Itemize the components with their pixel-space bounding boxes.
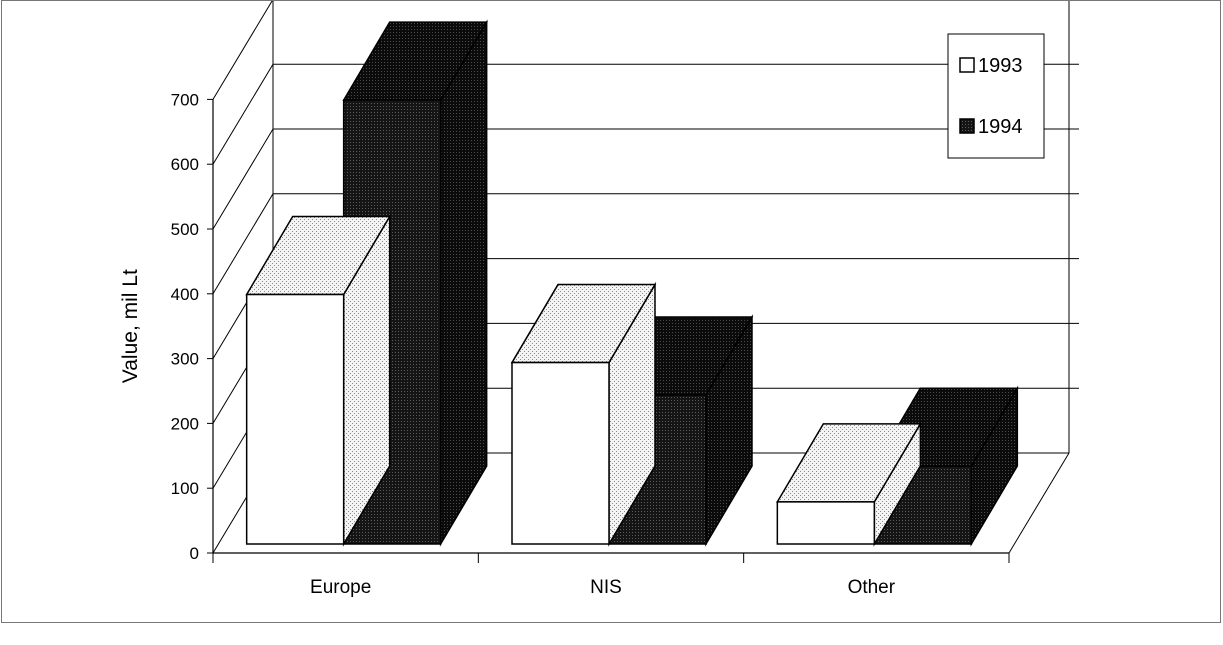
axes [207, 98, 1010, 563]
legend-label-1993: 1993 [978, 55, 1023, 77]
bars [245, 19, 1019, 547]
y-tick-label: 0 [190, 544, 199, 563]
y-tick-label: 500 [171, 220, 199, 239]
y-tick-label: 400 [171, 285, 199, 304]
y-tick-label: 600 [171, 155, 199, 174]
labels: 0 100 200 300 400 500 600 700 Europe NIS Other Valu… [119, 90, 896, 598]
bar-europe-1993 [245, 293, 345, 545]
legend-swatch-1994 [959, 118, 975, 134]
chart-frame: 0 100 200 300 400 500 600 700 Europe NIS Other Valu… [1, 0, 1221, 623]
side-gridline [212, 63, 274, 165]
x-category-label: Europe [310, 577, 371, 598]
y-tick-label: 300 [171, 350, 199, 369]
y-tick-label: 100 [171, 479, 199, 498]
bar-other-1993 [776, 501, 876, 545]
side-gridline [212, 1, 273, 100]
side-gridline [212, 193, 274, 295]
bar-chart: 0 100 200 300 400 500 600 700 Europe NIS Other Valu… [119, 1, 1079, 598]
legend-label-1994: 1994 [978, 116, 1023, 138]
legend: 1993 1994 [947, 33, 1045, 159]
bar-europe-1994-side [439, 19, 488, 547]
bar-nis-1993 [511, 361, 610, 545]
y-tick-label: 700 [171, 90, 199, 109]
y-axis-title: Value, mil Lt [119, 269, 142, 383]
side-gridline [212, 128, 274, 230]
y-tick-label: 200 [171, 414, 199, 433]
legend-swatch-1993 [959, 57, 975, 73]
x-category-label: Other [848, 577, 896, 598]
legend-box [947, 33, 1045, 159]
x-category-label: NIS [590, 577, 622, 598]
